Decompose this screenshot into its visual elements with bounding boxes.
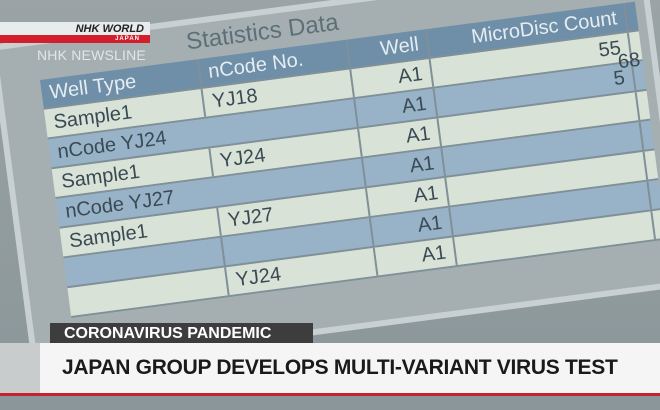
headline: JAPAN GROUP DEVELOPS MULTI-VARIANT VIRUS…	[40, 343, 660, 393]
program-name: NHK NEWSLINE	[37, 47, 146, 63]
logo-subtext: JAPAN	[0, 35, 150, 43]
band-edge	[0, 343, 40, 393]
logo-text: NHK WORLD	[0, 22, 150, 35]
red-divider	[0, 393, 660, 396]
topic-tag: CORONAVIRUS PANDEMIC	[50, 323, 313, 344]
nhk-world-logo: NHK WORLD JAPAN	[0, 22, 150, 43]
top-count: 68	[616, 48, 642, 74]
